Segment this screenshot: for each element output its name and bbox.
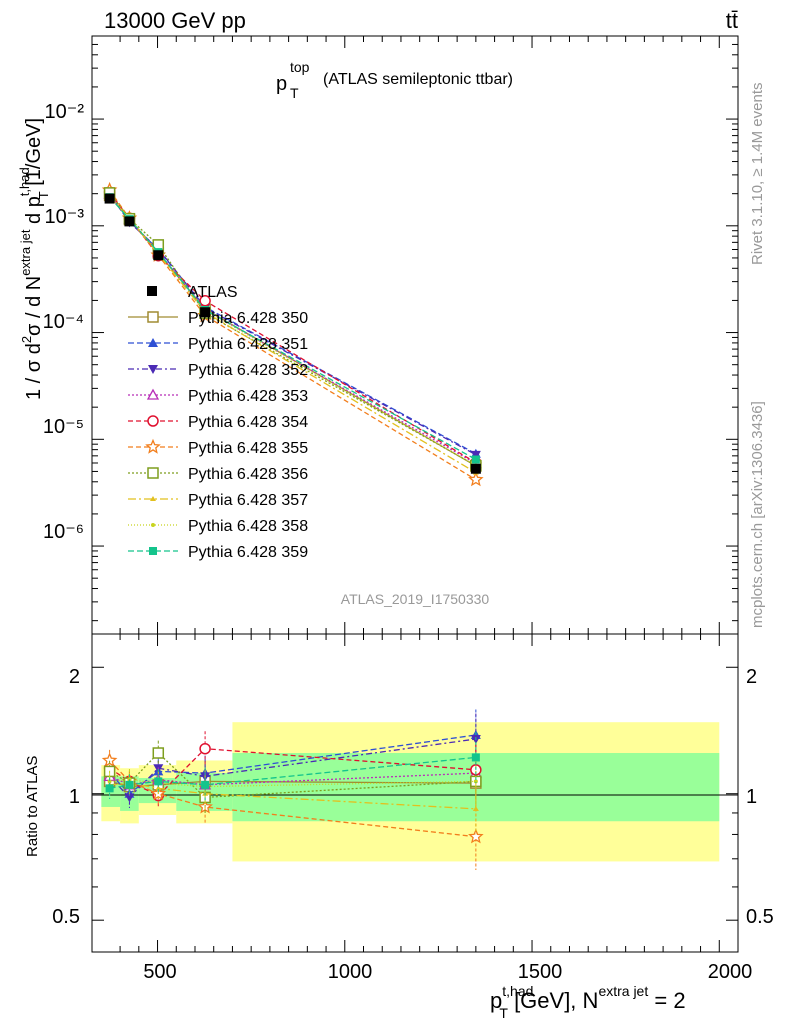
ratio-tick-label: 1: [69, 786, 80, 808]
legend-354-label: Pythia 6.428 354: [188, 414, 308, 431]
plot-title-sub: T: [290, 85, 299, 101]
y-tick-label: 10⁻⁶: [43, 521, 84, 543]
legend-359-label: Pythia 6.428 359: [188, 544, 308, 561]
plot-title-main: p: [276, 73, 287, 95]
series-359-point: [471, 455, 480, 464]
x-tick-label: 1000: [328, 961, 373, 983]
series-353-ratio-line: [109, 772, 476, 786]
series-355-ratio-point: [468, 828, 484, 844]
legend-355-label: Pythia 6.428 355: [188, 440, 308, 457]
plot-title: p top T (ATLAS semileptonic ttbar): [276, 59, 513, 101]
series-356-line: [109, 192, 477, 467]
series-358-ratio-point: [473, 779, 478, 784]
legend-350-label: Pythia 6.428 350: [188, 310, 308, 327]
upper-series-layer: [101, 181, 484, 487]
legend-label-atlas: ATLAS: [188, 284, 238, 301]
y-tick-label: 10⁻⁵: [43, 416, 84, 438]
ratio-y-axis-label: Ratio to ATLAS: [24, 756, 41, 857]
upper-y-tick-labels: 10⁻² 10⁻³ 10⁻⁴ 10⁻⁵ 10⁻⁶: [43, 101, 85, 543]
series-359-ratio-point: [125, 780, 134, 789]
rivet-label: Rivet 3.1.10, ≥ 1.4M events: [749, 83, 766, 266]
atlas-data-point: [470, 463, 481, 474]
series-359-ratio-point: [201, 780, 210, 789]
y-tick-label: 10⁻³: [45, 206, 85, 228]
legend-359-marker: [149, 547, 157, 555]
atlas-data-point: [200, 307, 211, 318]
legend-marker-atlas: [147, 286, 157, 296]
series-354-point: [199, 295, 211, 307]
legend-351-marker: [148, 338, 158, 347]
series-355-point: [468, 471, 484, 487]
legend-354-marker: [147, 415, 159, 427]
x-tick-labels: 500 1000 1500 2000: [143, 961, 752, 983]
plot-title-rest: (ATLAS semileptonic ttbar): [323, 71, 513, 88]
svg-text:1 / σ d2σ / d Nextra jet d pt,: 1 / σ d2σ / d Nextra jet d pt,had T [1/Ge…: [17, 118, 51, 400]
header-process: tt̄: [726, 8, 738, 33]
ratio-tick-label: 1: [746, 786, 757, 808]
atlas-data-point: [104, 193, 115, 204]
axis-ticks: [92, 35, 738, 952]
x-axis-label: pt,had T [GeV], Nextra jet = 2: [490, 983, 686, 1021]
mcplots-label: mcplots.cern.ch [arXiv:1306.3436]: [749, 401, 766, 628]
ratio-series-layer: [101, 709, 484, 870]
legend-353-label: Pythia 6.428 353: [188, 388, 308, 405]
series-352-point: [470, 450, 481, 460]
series-354-ratio-line: [109, 748, 476, 797]
series-357-line: [109, 195, 477, 474]
series-359-ratio-point: [105, 784, 114, 793]
ratio-tick-label: 2: [746, 666, 757, 688]
y-tick-label: 10⁻⁴: [43, 311, 84, 333]
x-tick-label: 2000: [708, 961, 753, 983]
ratio-plot-frame: [91, 633, 739, 953]
ratio-tick-label: 0.5: [52, 906, 80, 928]
series-354-ratio-point: [199, 742, 211, 755]
series-357-ratio-point: [472, 805, 479, 811]
legend-358-marker: [151, 523, 155, 527]
legend-357-label: Pythia 6.428 357: [188, 492, 308, 509]
series-359-ratio-point: [471, 753, 480, 762]
x-tick-label: 1500: [518, 961, 563, 983]
legend-351-label: Pythia 6.428 351: [188, 336, 308, 353]
series-358-ratio-point: [107, 779, 112, 784]
ratio-tick-label: 2: [69, 666, 80, 688]
series-359-ratio-point: [154, 777, 163, 786]
series-352-ratio-point: [124, 793, 135, 803]
ratio-y-tick-labels: 2 1 0.5 2 1 0.5: [52, 666, 774, 928]
legend-353-marker: [146, 388, 160, 400]
legend-350-marker: [147, 311, 159, 323]
upper-y-axis-label: 1 / σ d2σ / d Nextra jet d pt,had T [1/Ge…: [17, 118, 51, 400]
legend-352-marker: [148, 365, 158, 374]
series-355-line: [109, 189, 477, 481]
legend-356-label: Pythia 6.428 356: [188, 466, 308, 483]
plot-title-sup: top: [290, 59, 310, 75]
series-356-ratio-point: [152, 747, 165, 759]
x-tick-label: 500: [143, 961, 176, 983]
series-355-ratio-point: [101, 752, 118, 768]
atlas-data-point: [124, 216, 135, 227]
header-energy: 13000 GeV pp: [104, 8, 246, 33]
atlas-data-point: [153, 250, 164, 261]
legend-352-label: Pythia 6.428 352: [188, 362, 308, 379]
legend: ATLAS Pythia 6.428 350 Pythia 6.428 351 Pyt…: [128, 284, 308, 561]
ratio-tick-label: 0.5: [746, 906, 774, 928]
legend-355-marker: [145, 438, 161, 454]
y-tick-label: 10⁻²: [45, 101, 85, 123]
legend-357-marker: [150, 496, 156, 501]
analysis-watermark: ATLAS_2019_I1750330: [341, 591, 490, 607]
legend-356-marker: [147, 467, 159, 479]
legend-358-label: Pythia 6.428 358: [188, 518, 308, 535]
